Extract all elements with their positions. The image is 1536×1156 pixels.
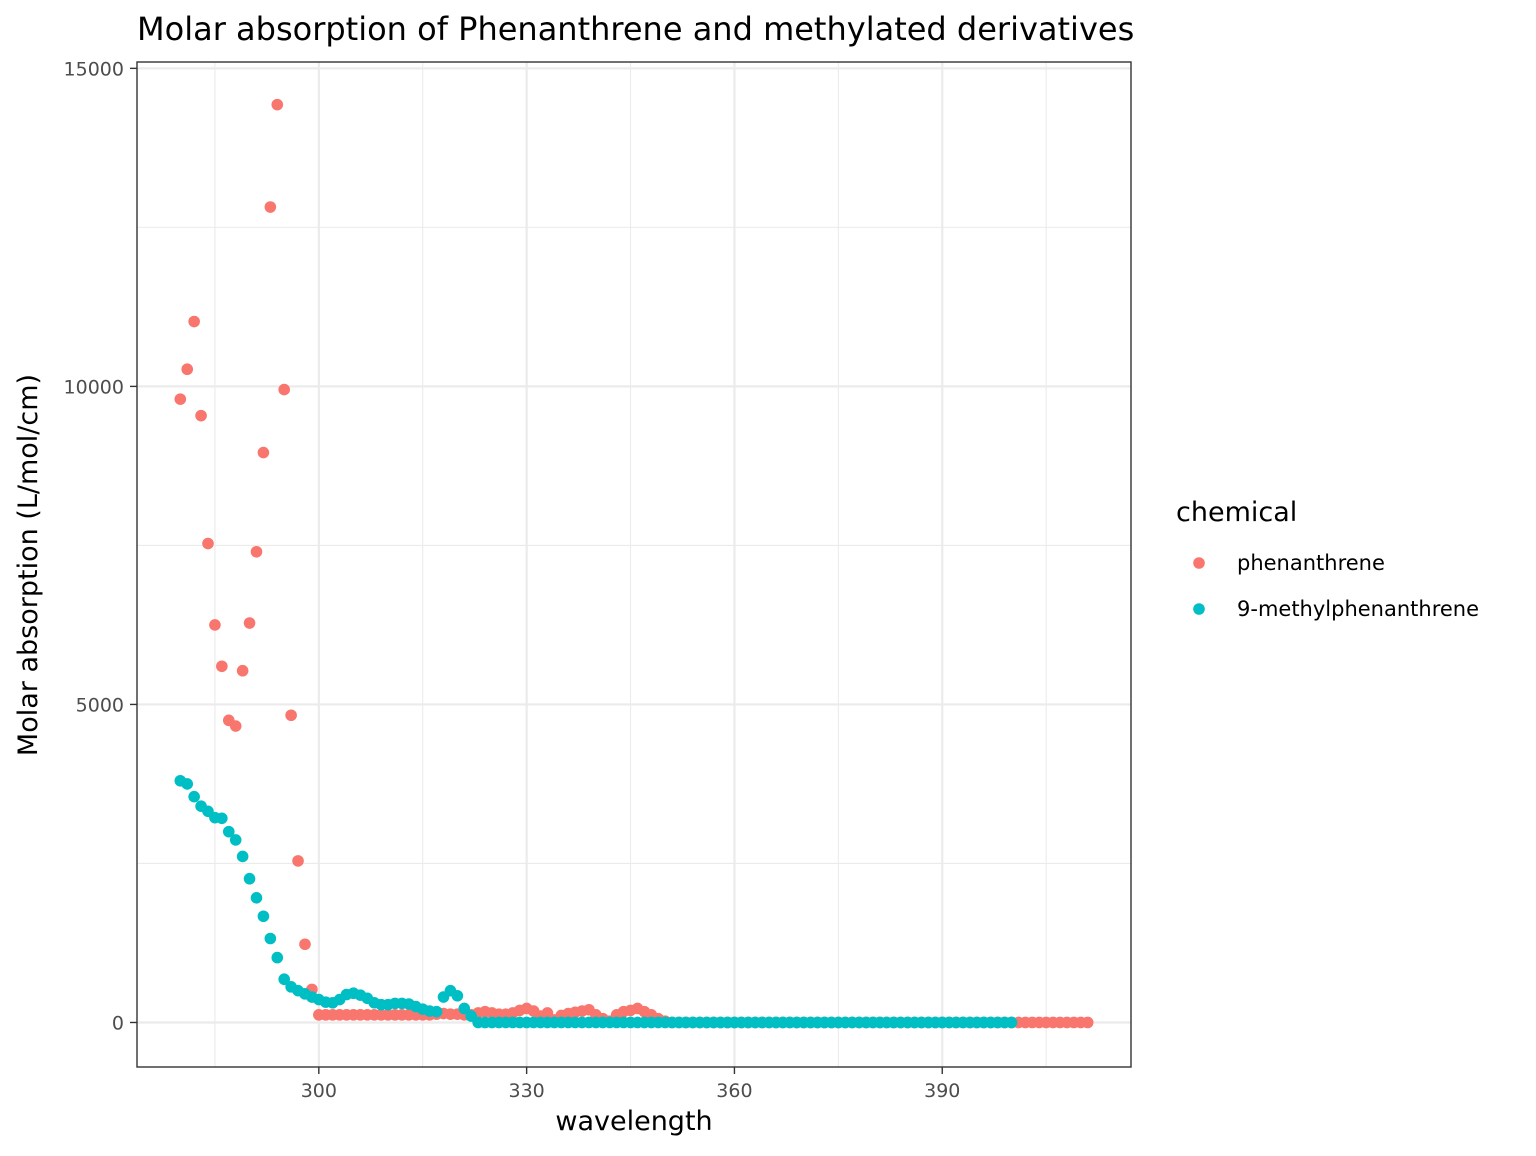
series-2 [174,774,1018,1029]
legend-title: chemical [1176,497,1297,528]
data-point [451,989,464,1002]
data-point [188,315,200,328]
data-point [222,825,235,838]
data-point [257,446,270,459]
legend-label: 9-methylphenanthrene [1237,597,1479,621]
data-point [243,617,256,629]
data-point [285,709,297,722]
data-point [174,393,187,405]
data-point [430,1005,443,1018]
chart-title: Molar absorption of Phenanthrene and met… [137,10,1134,48]
y-tick-label: 5000 [76,694,124,716]
data-point [1005,1016,1018,1029]
data-point [278,973,291,986]
data-point [236,664,249,677]
data-point [243,872,256,885]
y-axis-label: Molar absorption (L/mol/cm) [13,374,44,756]
data-point [209,619,221,631]
plot-panel [137,62,1131,1067]
x-tick-label: 330 [509,1080,545,1102]
data-point [458,1002,471,1015]
y-tick-label: 0 [112,1012,124,1034]
data-point [236,850,249,863]
x-tick-label: 390 [924,1080,960,1102]
legend-item: phenanthrene [1193,551,1385,575]
panel-background [137,62,1131,1067]
data-point [202,537,214,550]
y-axis: 0 5000 10000 15000 [64,58,137,1034]
legend-label: phenanthrene [1237,551,1385,575]
data-point [181,363,194,376]
y-tick-label: 15000 [64,58,124,80]
data-point [250,892,263,904]
data-point [250,545,263,558]
data-point [264,201,277,213]
data-point [181,778,194,790]
x-axis-label: wavelength [555,1106,712,1137]
data-point [188,790,200,803]
data-point [299,938,311,951]
data-point [278,383,291,396]
data-points [174,98,1094,1029]
legend-item: 9-methylphenanthrene [1193,597,1479,621]
y-tick-label: 10000 [64,376,124,398]
data-point [229,720,242,732]
data-point [216,660,228,673]
data-point [229,834,242,846]
legend-key [1193,603,1205,615]
data-point [264,932,277,945]
data-point [195,409,207,422]
panel-border [136,61,1132,1068]
data-point [216,812,228,825]
x-tick-label: 360 [716,1080,752,1102]
data-point [257,910,270,923]
legend: chemical phenanthrene 9-methylphenanthren… [1176,497,1479,621]
data-point [271,98,284,111]
data-point [1081,1016,1094,1029]
data-point [292,855,304,867]
grid-lines [137,62,1131,1067]
legend-key [1193,557,1205,569]
x-tick-label: 300 [301,1080,337,1102]
x-axis: 300 330 360 390 [301,1067,960,1102]
data-point [271,951,284,964]
